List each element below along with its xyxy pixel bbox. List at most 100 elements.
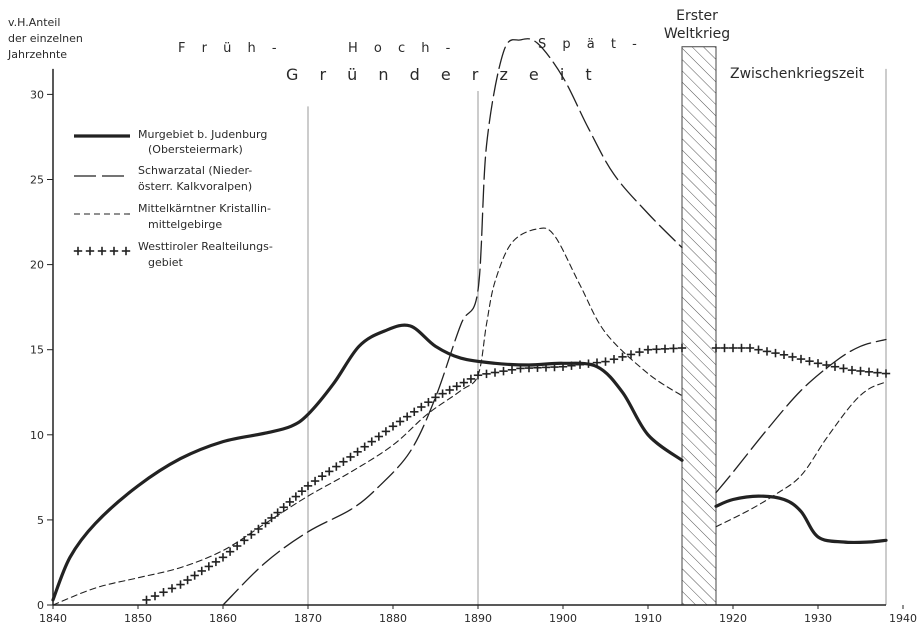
series-3 [142,343,891,605]
y-axis-title-line-1: v.H.Anteil [8,16,60,29]
series-0-line-1 [714,494,888,545]
y-tick-label-0: 0 [37,599,44,612]
series-3-marker [881,369,891,378]
period-label-gruenderzeit: G r ü n d e r z e i t [286,65,600,84]
series-3-marker [635,347,644,357]
series-3-marker [856,366,865,376]
series-3-marker [728,343,738,353]
series-3-marker [317,472,327,481]
series-3-marker [247,530,256,539]
series-3-marker [669,344,678,353]
series-3-marker [410,407,419,417]
series-3-marker [847,365,857,375]
x-tick-label-1860: 1860 [209,612,237,625]
series-3-marker [873,368,882,377]
legend-label-schwarzatal-2: österr. Kalkvoralpen) [138,180,252,193]
y-axis-title-line-2: der einzelnen [8,32,83,45]
series-3-marker [360,442,369,451]
series-3-marker [310,476,320,486]
series-1-line-0 [222,38,683,606]
series-3-marker [839,364,848,373]
series-3-marker [332,462,341,471]
period-label-hoch: H o c h - [348,41,456,56]
series-group [51,38,891,606]
series-3-marker [325,467,334,476]
y-tick-label-15: 15 [30,344,44,357]
series-3-marker [353,447,362,457]
series-3-marker [225,547,235,556]
series-3-marker [303,481,313,491]
legend-label-westtirol-1: Westtiroler Realteilungs- [138,240,273,253]
y-tick-label-10: 10 [30,429,44,442]
series-3-marker [176,580,185,589]
series-3-marker [652,345,661,354]
series-3-marker [541,363,551,372]
x-tick-label-1920: 1920 [719,612,747,625]
series-3-marker [575,360,585,369]
series-1-line-1 [715,338,887,494]
series-3-marker [297,487,307,496]
series-3-marker [822,360,831,370]
x-tick-label-1870: 1870 [294,612,322,625]
series-3-marker [211,557,221,567]
series-3-marker [204,562,214,571]
series-3-marker [720,343,729,353]
series-3-marker [417,402,426,412]
series-3-marker [830,362,840,371]
series-3-marker [779,350,789,360]
series-3-marker [291,492,301,501]
x-tick-label-1840: 1840 [39,612,67,625]
series-3-marker [643,345,653,354]
legend-label-mittelkaernten-2: mittelgebirge [148,218,222,231]
series-3-marker [584,359,593,368]
series-3-marker [339,457,348,466]
series-0-line-0 [51,323,684,602]
period-label-frueh: F r ü h - [178,41,283,56]
period-label-spaet: S p ä t - [538,37,643,52]
series-3-marker [190,571,199,580]
series-3-marker [424,397,433,407]
legend-label-murgebiet-2: (Obersteiermark) [148,143,243,156]
legend-cross-marker [121,246,131,256]
series-3-marker [367,437,376,446]
series-3-marker [788,352,797,362]
legend-swatch-westtirol [73,246,131,256]
series-3-marker [197,566,206,576]
series-3-marker [261,519,270,528]
legend-cross-marker [73,246,83,256]
series-3-marker [240,536,249,545]
series-3-marker [745,343,755,353]
series-3-marker [452,382,461,391]
series-3-marker [267,513,276,523]
series-3-marker [507,365,517,374]
series-3-marker [431,393,440,402]
series-3-marker [183,575,192,585]
legend-cross-marker [109,246,119,256]
series-3-marker [771,348,780,358]
series-2-line-0 [52,227,683,606]
series-3-marker [402,412,412,421]
legend-cross-marker [85,246,95,256]
series-3-marker [737,343,746,353]
x-tick-label-1890: 1890 [464,612,492,625]
series-3-marker [445,385,454,395]
series-3-marker [346,452,355,462]
series-3-marker [438,389,447,398]
axis-ticks: 1840 1850 1860 1870 1880 1890 1900 1910 1920 1930… [30,88,917,625]
series-3-marker [567,361,576,370]
y-tick-label-5: 5 [37,514,44,527]
series-3-marker [395,417,405,426]
series-3-marker [618,352,627,362]
series-3-marker [388,422,398,431]
series-3-marker [279,503,288,512]
series-3-marker [609,355,619,364]
y-tick-label-20: 20 [30,259,44,272]
x-tick-label-1910: 1910 [634,612,662,625]
x-tick-label-1850: 1850 [124,612,152,625]
series-2 [52,227,887,606]
series-3-marker [482,369,491,379]
series-3-marker [864,367,874,377]
series-3-marker [473,371,483,380]
x-tick-label-1900: 1900 [549,612,577,625]
